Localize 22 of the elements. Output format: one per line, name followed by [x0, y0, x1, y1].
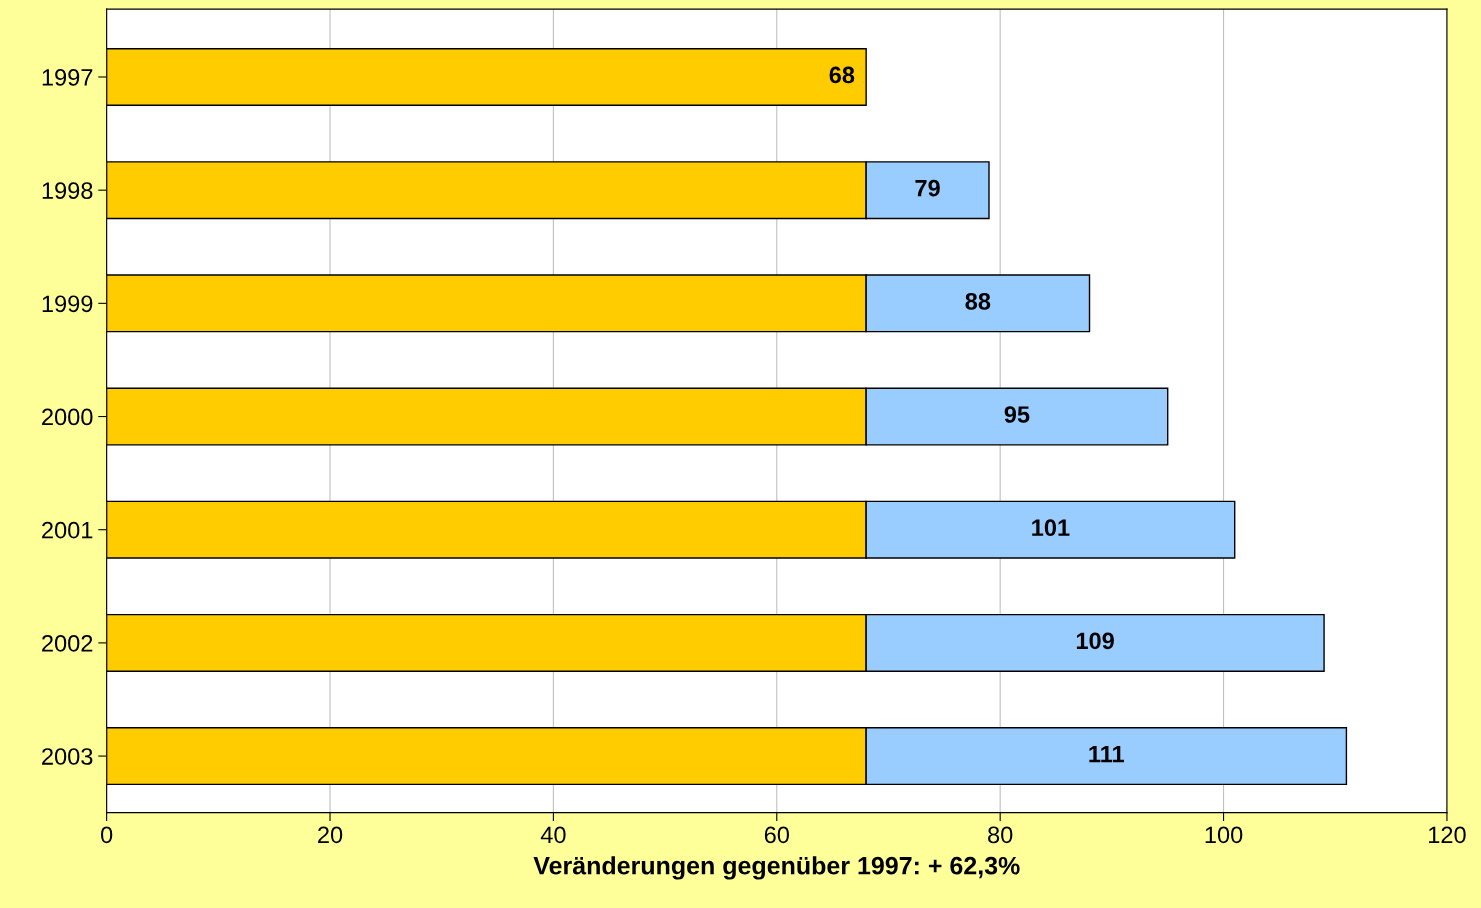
y-tick-label: 1997 [42, 69, 93, 86]
x-axis-title: Veränderungen gegenüber 1997: + 62,3% [533, 856, 1020, 880]
y-tick-label: 2002 [42, 634, 93, 652]
x-tick-label: 60 [764, 826, 789, 844]
y-tick-label: 2003 [42, 748, 93, 765]
y-tick-label: 2000 [42, 408, 93, 426]
x-tick-label: 120 [1429, 826, 1466, 844]
y-tick-label: 1999 [42, 295, 93, 313]
total-label: 109 [1076, 632, 1114, 650]
x-tick-label: 100 [1205, 826, 1243, 844]
total-label: 79 [915, 179, 940, 197]
y-tick-label: 2001 [42, 521, 93, 539]
x-tick-label: 20 [318, 826, 343, 844]
x-tick-label: 80 [988, 826, 1013, 844]
total-label: 111 [1089, 745, 1125, 763]
total-label: 88 [965, 292, 991, 310]
total-label: 68 [829, 66, 855, 84]
total-label: 101 [1032, 519, 1070, 537]
x-tick-label: 40 [540, 826, 566, 844]
total-label: 95 [1004, 406, 1030, 423]
y-tick-label: 1998 [42, 182, 93, 199]
x-tick-label: 0 [100, 826, 113, 844]
